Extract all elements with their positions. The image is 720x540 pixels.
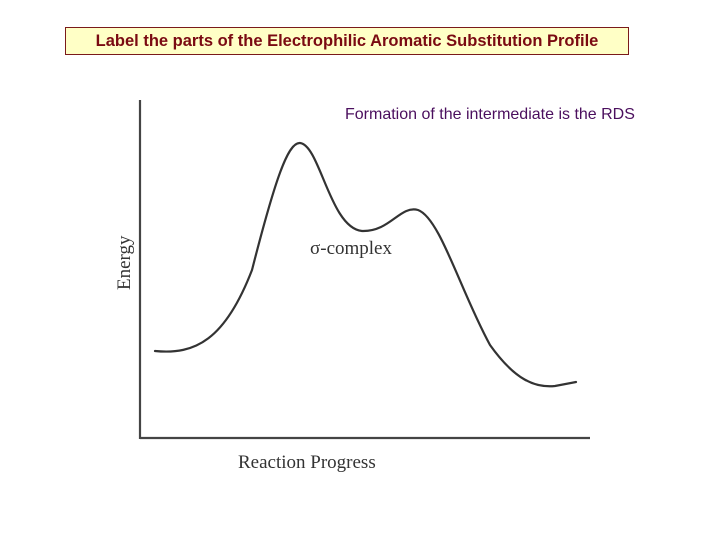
title-banner: Label the parts of the Electrophilic Aro… [65, 27, 629, 55]
title-text: Label the parts of the Electrophilic Aro… [95, 31, 599, 50]
rds-note: Formation of the intermediate is the RDS [345, 106, 635, 123]
y-axis-label: Energy [114, 235, 135, 290]
x-axis-label: Reaction Progress [238, 452, 376, 473]
intermediate-label: σ-complex [310, 238, 392, 259]
energy-curve [153, 141, 578, 388]
